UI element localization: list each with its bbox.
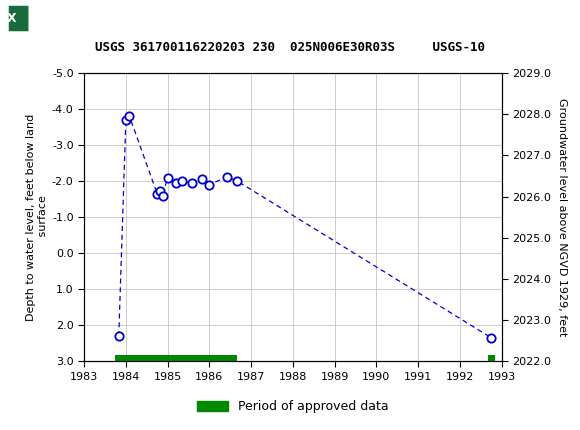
Y-axis label: Groundwater level above NGVD 1929, feet: Groundwater level above NGVD 1929, feet <box>557 98 567 336</box>
FancyBboxPatch shape <box>7 4 45 32</box>
Text: X: X <box>7 12 17 25</box>
Text: USGS 361700116220203 230  025N006E30R03S     USGS-10: USGS 361700116220203 230 025N006E30R03S … <box>95 41 485 54</box>
Text: █: █ <box>9 6 28 31</box>
Y-axis label: Depth to water level, feet below land
 surface: Depth to water level, feet below land su… <box>26 114 48 321</box>
Legend: Period of approved data: Period of approved data <box>192 395 394 418</box>
Text: USGS: USGS <box>49 11 96 26</box>
